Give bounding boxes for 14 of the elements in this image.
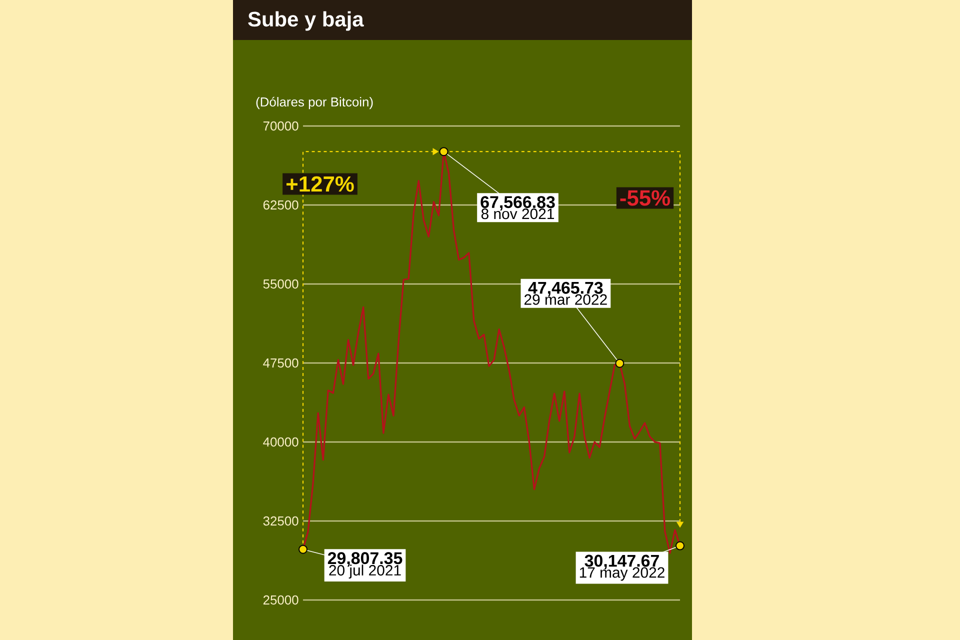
y-tick-label: 32500 bbox=[263, 516, 298, 526]
y-tick-label: 62500 bbox=[263, 200, 298, 210]
chart-title: Sube y baja bbox=[248, 11, 364, 31]
annotation: +127% bbox=[286, 176, 354, 192]
y-axis-title: (Dólares por Bitcoin) bbox=[256, 96, 373, 110]
annotation: 47,465.73 bbox=[528, 282, 603, 296]
y-tick-label: 25000 bbox=[263, 595, 298, 605]
y-tick-label: 47500 bbox=[263, 358, 298, 368]
y-tick-label: 40000 bbox=[263, 437, 298, 447]
annotation: 20 jul 2021 bbox=[329, 564, 401, 579]
annotation: -55% bbox=[620, 190, 670, 206]
annotation: 67,566.83 bbox=[480, 196, 555, 211]
y-tick-label: 70000 bbox=[263, 121, 298, 131]
y-tick-label: 55000 bbox=[263, 279, 298, 289]
